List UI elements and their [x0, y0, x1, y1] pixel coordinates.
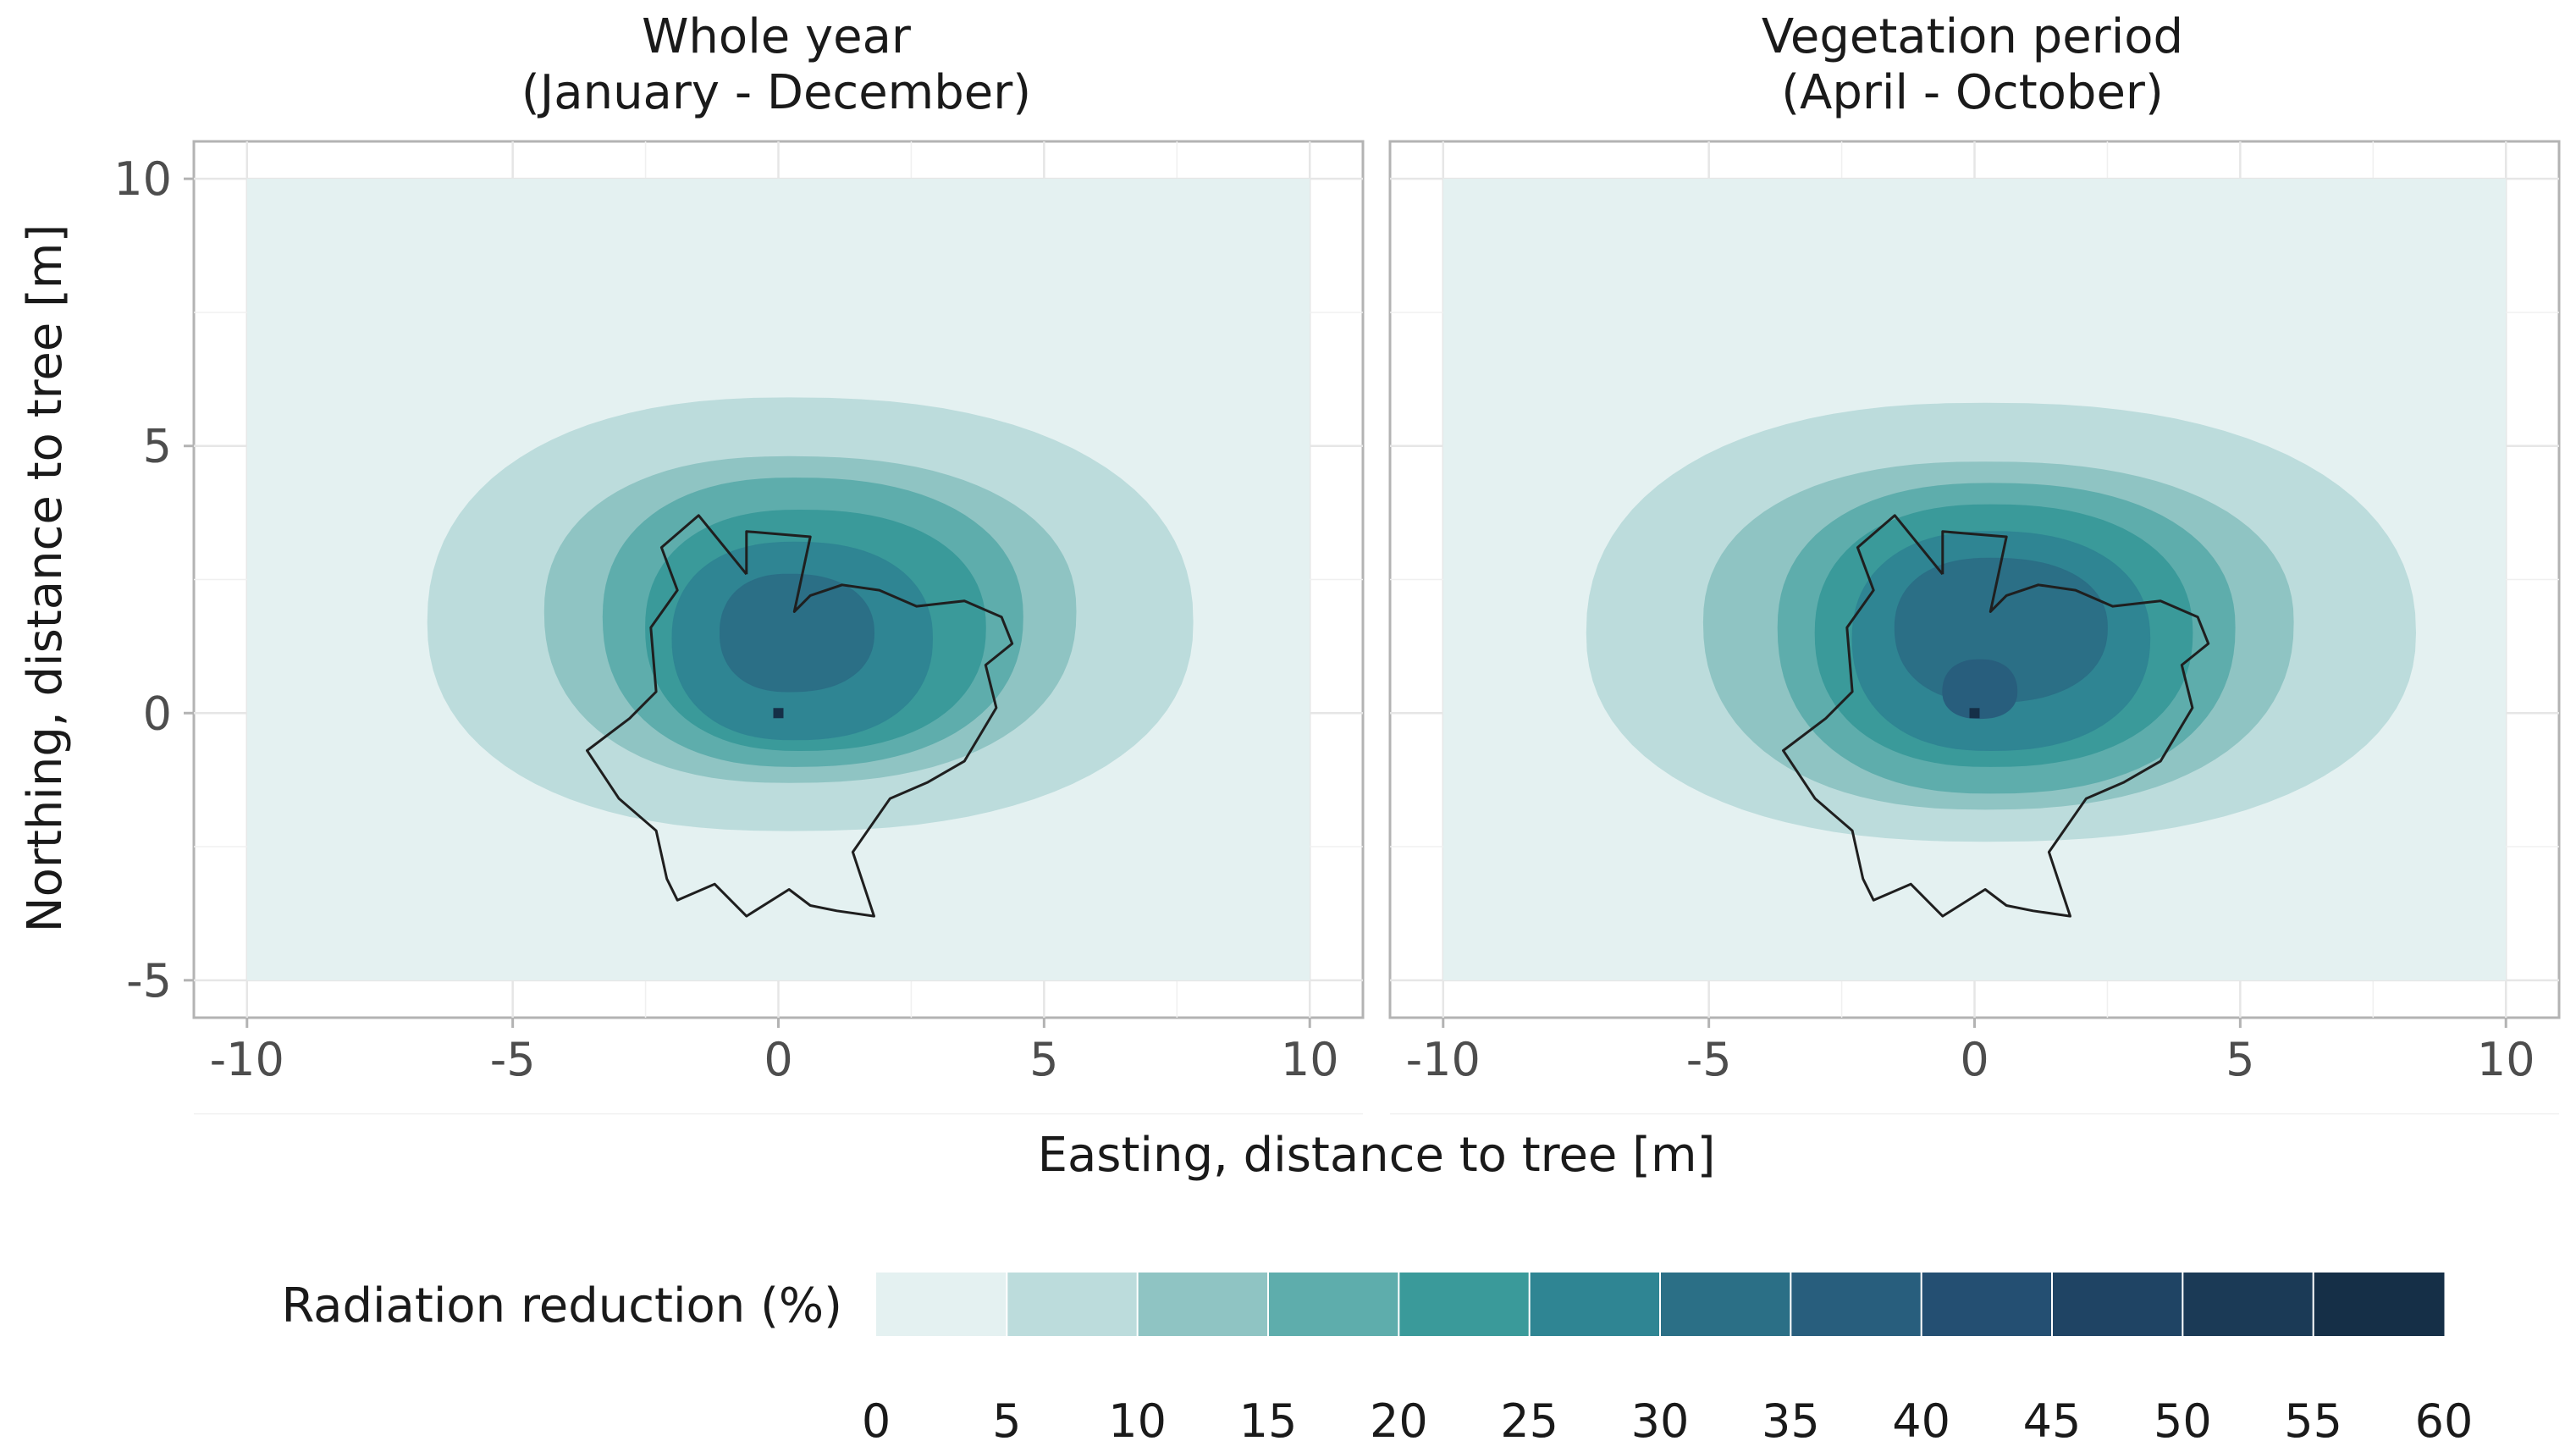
x-tick-label: -10 [1406, 1033, 1481, 1086]
legend-tick-label: 10 [1108, 1394, 1167, 1448]
legend-swatch [2313, 1273, 2445, 1336]
y-axis-label: Northing, distance to tree [m] [18, 224, 73, 933]
heatmap [246, 179, 1310, 980]
panel-whole-year: Whole year (January - December) -10 -5 0 5 1… [113, 9, 1365, 1115]
panel-title-line2: (January - December) [521, 65, 1031, 120]
y-tick-label: -5 [126, 954, 172, 1008]
panel-title-line1: Vegetation period [1762, 9, 2183, 64]
legend-tick-labels: 0 5 10 15 20 25 30 35 40 45 50 55 60 [862, 1394, 2474, 1448]
legend-swatch [1660, 1273, 1791, 1336]
zone-30 [1894, 557, 2108, 704]
x-axis-ticks: -10 -5 0 5 10 [1406, 1018, 2535, 1086]
legend-tick-label: 20 [1370, 1394, 1428, 1448]
x-tick-label: -5 [1686, 1033, 1732, 1086]
legend-swatch [2182, 1273, 2314, 1336]
heatmap [1442, 179, 2507, 980]
crown-outline [1782, 514, 2210, 918]
legend-tick-label: 60 [2415, 1394, 2474, 1448]
legend-tick-label: 40 [1892, 1394, 1950, 1448]
legend-colorbar [876, 1273, 2445, 1336]
legend-swatch [876, 1273, 1007, 1336]
x-tick-label: 5 [1029, 1033, 1058, 1086]
x-tick-label: 10 [2477, 1033, 2535, 1086]
legend-swatch [1529, 1273, 1661, 1336]
legend-swatch [1921, 1273, 2053, 1336]
legend-tick-label: 0 [862, 1394, 891, 1448]
x-tick-label: 10 [1281, 1033, 1339, 1086]
legend-swatch [1137, 1273, 1269, 1336]
x-axis-label: Easting, distance to tree [m] [1038, 1128, 1716, 1183]
x-axis-ticks: -10 -5 0 5 10 [210, 1018, 1339, 1086]
y-tick-label: 0 [143, 687, 172, 740]
legend-tick-label: 30 [1631, 1394, 1690, 1448]
y-tick-label: 10 [113, 152, 172, 206]
panel-vegetation-period: Vegetation period (April - October) -10-… [1388, 9, 2561, 1115]
x-tick-label: 0 [1960, 1033, 1989, 1086]
legend-tick-label: 55 [2284, 1394, 2342, 1448]
zone-30 [719, 573, 875, 693]
legend-swatch [2052, 1273, 2183, 1336]
legend-tick-label: 25 [1500, 1394, 1558, 1448]
crown-path [1782, 514, 2210, 918]
legend-tick-label: 50 [2154, 1394, 2212, 1448]
legend-swatch [1268, 1273, 1399, 1336]
legend-tick-label: 45 [2023, 1394, 2082, 1448]
legend-swatch [1398, 1273, 1531, 1336]
tree-marker [1969, 708, 1980, 719]
panel-title-line2: (April - October) [1781, 65, 2164, 120]
y-axis-ticks: -5 0 5 10 [113, 152, 194, 1008]
y-tick-label: 5 [143, 420, 172, 473]
color-legend: Radiation reduction (%) 0 5 10 15 20 25 30 35 40… [281, 1273, 2473, 1448]
legend-tick-label: 15 [1239, 1394, 1298, 1448]
legend-swatch [1007, 1273, 1139, 1336]
legend-tick-label: 35 [1762, 1394, 1820, 1448]
x-tick-label: -10 [210, 1033, 284, 1086]
legend-tick-label: 5 [992, 1394, 1021, 1448]
legend-title: Radiation reduction (%) [281, 1278, 842, 1333]
x-tick-label: 0 [764, 1033, 792, 1086]
crown-path [586, 514, 1014, 918]
crown-outline [586, 514, 1014, 918]
legend-swatch [1790, 1273, 1922, 1336]
panel-title-line1: Whole year [642, 9, 912, 64]
zone-35 [1942, 659, 2018, 720]
x-tick-label: 5 [2226, 1033, 2254, 1086]
x-tick-label: -5 [490, 1033, 536, 1086]
tree-marker [773, 708, 784, 719]
